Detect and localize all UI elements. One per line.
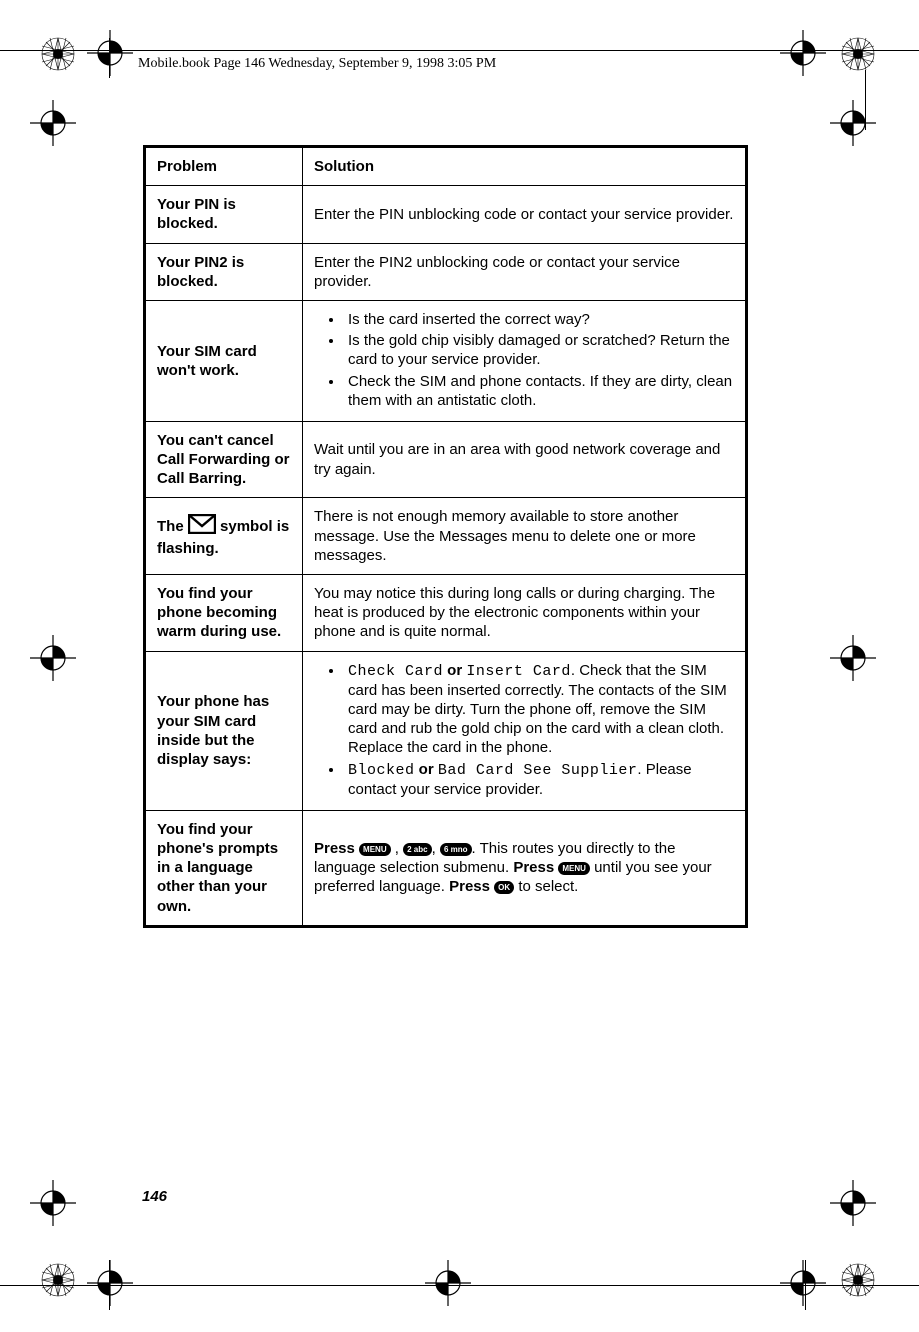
- or-text: or: [415, 761, 438, 778]
- sep: ,: [432, 840, 440, 857]
- table-header-row: Problem Solution: [145, 147, 747, 186]
- keycap-ok-icon: OK: [494, 881, 514, 894]
- page-number: 146: [142, 1188, 167, 1205]
- problem-pre: The: [157, 518, 188, 535]
- table-row: You find your phone's prompts in a langu…: [145, 810, 747, 926]
- troubleshooting-table: Problem Solution Your PIN is blocked. En…: [143, 145, 748, 928]
- rosette-icon: [840, 36, 876, 72]
- registration-mark-icon: [30, 1180, 76, 1226]
- mono-text: Check Card: [348, 663, 443, 680]
- problem-cell: Your PIN is blocked.: [145, 186, 303, 243]
- registration-mark-icon: [425, 1260, 471, 1306]
- press-label: Press: [513, 859, 558, 876]
- keycap-6mno-icon: 6 mno: [440, 843, 472, 856]
- keycap-menu-icon: MENU: [359, 843, 391, 856]
- press-label: Press: [314, 840, 359, 857]
- problem-cell: You find your phone's prompts in a langu…: [145, 810, 303, 926]
- solution-cell: Check Card or Insert Card. Check that th…: [303, 651, 747, 810]
- registration-mark-icon: [30, 100, 76, 146]
- problem-cell: Your PIN2 is blocked.: [145, 243, 303, 300]
- solution-cell: Is the card inserted the correct way? Is…: [303, 300, 747, 421]
- solution-cell: There is not enough memory available to …: [303, 498, 747, 575]
- solution-bullets: Is the card inserted the correct way? Is…: [314, 310, 736, 410]
- table-row: Your PIN is blocked. Enter the PIN unblo…: [145, 186, 747, 243]
- solution-cell: Press MENU , 2 abc, 6 mno. This routes y…: [303, 810, 747, 926]
- table-row: You find your phone becoming warm during…: [145, 575, 747, 652]
- solution-cell: You may notice this during long calls or…: [303, 575, 747, 652]
- bullet-item: Is the card inserted the correct way?: [344, 310, 736, 329]
- registration-mark-icon: [830, 1180, 876, 1226]
- registration-mark-icon: [780, 1260, 826, 1306]
- keycap-2abc-icon: 2 abc: [403, 843, 431, 856]
- problem-cell: Your phone has your SIM card inside but …: [145, 651, 303, 810]
- table-row: Your PIN2 is blocked. Enter the PIN2 unb…: [145, 243, 747, 300]
- solution-cell: Enter the PIN2 unblocking code or contac…: [303, 243, 747, 300]
- or-text: or: [443, 662, 466, 679]
- problem-cell: You find your phone becoming warm during…: [145, 575, 303, 652]
- registration-mark-icon: [780, 30, 826, 76]
- problem-cell: You can't cancel Call Forwarding or Call…: [145, 421, 303, 498]
- bullet-item: Check the SIM and phone contacts. If the…: [344, 372, 736, 410]
- mono-text: Blocked: [348, 762, 415, 779]
- problem-cell: The symbol is flashing.: [145, 498, 303, 575]
- solution-cell: Enter the PIN unblocking code or contact…: [303, 186, 747, 243]
- table-row: Your phone has your SIM card inside but …: [145, 651, 747, 810]
- text: to select.: [514, 878, 578, 895]
- table-row: Your SIM card won't work. Is the card in…: [145, 300, 747, 421]
- rosette-icon: [40, 36, 76, 72]
- registration-mark-icon: [87, 30, 133, 76]
- press-label: Press: [449, 878, 494, 895]
- registration-mark-icon: [830, 100, 876, 146]
- problem-cell: Your SIM card won't work.: [145, 300, 303, 421]
- bullet-item: Blocked or Bad Card See Supplier. Please…: [344, 760, 736, 799]
- registration-mark-icon: [30, 635, 76, 681]
- bullet-item: Is the gold chip visibly damaged or scra…: [344, 331, 736, 369]
- rosette-icon: [40, 1262, 76, 1298]
- solution-bullets: Check Card or Insert Card. Check that th…: [314, 661, 736, 799]
- rosette-icon: [840, 1262, 876, 1298]
- registration-mark-icon: [87, 1260, 133, 1306]
- mono-text: Insert Card: [466, 663, 571, 680]
- col-header-problem: Problem: [145, 147, 303, 186]
- table-row: The symbol is flashing. There is not eno…: [145, 498, 747, 575]
- registration-mark-icon: [830, 635, 876, 681]
- keycap-menu-icon: MENU: [558, 862, 590, 875]
- bullet-item: Check Card or Insert Card. Check that th…: [344, 661, 736, 758]
- table-row: You can't cancel Call Forwarding or Call…: [145, 421, 747, 498]
- col-header-solution: Solution: [303, 147, 747, 186]
- sep: ,: [391, 840, 404, 857]
- page-header: Mobile.book Page 146 Wednesday, Septembe…: [138, 56, 496, 72]
- mono-text: Bad Card See Supplier: [438, 762, 638, 779]
- envelope-icon: [188, 514, 216, 539]
- solution-cell: Wait until you are in an area with good …: [303, 421, 747, 498]
